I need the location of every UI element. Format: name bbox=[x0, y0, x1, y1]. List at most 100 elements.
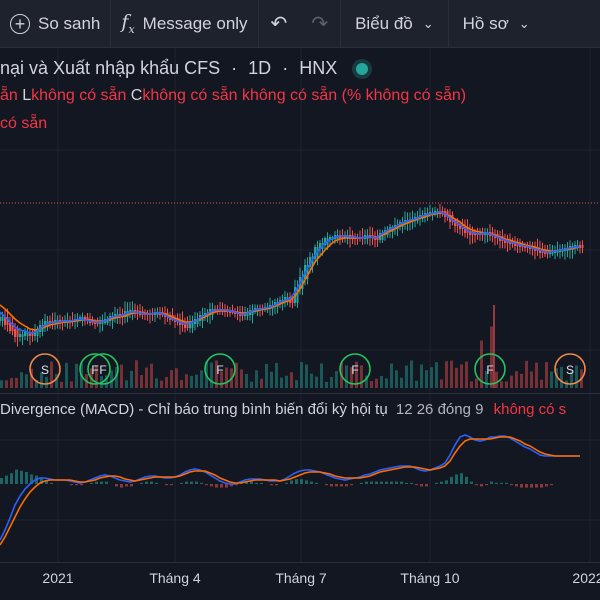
volume-bar bbox=[375, 378, 378, 388]
event-marker-ring bbox=[29, 353, 61, 385]
volume-bar bbox=[490, 326, 493, 388]
candle-body bbox=[49, 321, 51, 323]
candle-body bbox=[19, 334, 21, 337]
candle-body bbox=[556, 250, 559, 253]
volume-bar bbox=[220, 371, 223, 388]
histogram-bar bbox=[495, 482, 498, 484]
histogram-bar bbox=[155, 482, 158, 484]
histogram-bar bbox=[395, 481, 398, 484]
event-marker: F bbox=[79, 353, 111, 385]
candle-body bbox=[211, 309, 214, 315]
event-marker-label: F bbox=[486, 363, 493, 377]
histogram-bar bbox=[20, 470, 23, 484]
volume-bar bbox=[575, 365, 578, 388]
pane-divider[interactable] bbox=[0, 393, 600, 394]
chart-type-menu[interactable]: Biểu đồ ⌄ bbox=[341, 0, 448, 48]
volume-bar bbox=[290, 372, 293, 388]
histogram-bar bbox=[535, 484, 538, 488]
volume-bar bbox=[70, 381, 73, 388]
redo-icon: ↷ bbox=[311, 13, 329, 35]
volume-bar bbox=[5, 380, 8, 388]
volume-bar bbox=[385, 378, 388, 388]
candle-body bbox=[6, 317, 9, 325]
event-marker-ring bbox=[339, 353, 371, 385]
histogram-bar bbox=[205, 484, 208, 486]
volume-bar bbox=[475, 378, 478, 388]
histogram-bar bbox=[260, 482, 263, 484]
histogram-bar bbox=[365, 481, 368, 484]
volume-bar bbox=[115, 367, 118, 388]
volume-bar bbox=[365, 375, 368, 388]
indicators-button[interactable]: fx Message only bbox=[111, 0, 257, 48]
profile-menu[interactable]: Hồ sơ ⌄ bbox=[449, 0, 544, 48]
histogram-bar bbox=[420, 484, 423, 487]
histogram-bar bbox=[490, 481, 493, 484]
histogram-bar bbox=[220, 484, 223, 488]
signal-line bbox=[0, 436, 580, 546]
candle-body bbox=[9, 323, 11, 331]
histogram-bar bbox=[410, 482, 413, 484]
symbol-title: nại và Xuất nhập khẩu CFS bbox=[0, 58, 221, 78]
volume-bar bbox=[155, 378, 158, 388]
candle-body bbox=[329, 237, 331, 240]
event-marker-ring bbox=[554, 353, 586, 385]
volume-bar bbox=[405, 365, 408, 388]
volume-bar bbox=[465, 361, 468, 388]
ma-fast-line bbox=[0, 211, 580, 334]
profile-label: Hồ sơ bbox=[462, 13, 509, 33]
volume-bar bbox=[240, 369, 243, 388]
volume-bar bbox=[450, 360, 453, 388]
volume-bar bbox=[65, 362, 68, 388]
volume-bar bbox=[25, 374, 28, 388]
histogram-bar bbox=[425, 484, 428, 487]
histogram-bar bbox=[440, 481, 443, 484]
histogram-bar bbox=[100, 481, 103, 484]
candle-body bbox=[191, 322, 194, 328]
histogram-bar bbox=[15, 469, 18, 484]
histogram-bar bbox=[130, 484, 133, 487]
compare-button[interactable]: + So sanh bbox=[0, 0, 110, 48]
histogram-bar bbox=[5, 475, 8, 484]
volume-bar bbox=[270, 371, 273, 388]
volume-bar bbox=[20, 372, 23, 388]
histogram-bar bbox=[295, 479, 298, 484]
volume-bar bbox=[190, 375, 193, 388]
histogram-bar bbox=[540, 484, 543, 488]
histogram-bar bbox=[275, 484, 278, 486]
candle-body bbox=[34, 330, 36, 336]
histogram-bar bbox=[505, 482, 508, 484]
volume-bar bbox=[285, 375, 288, 388]
event-marker: F bbox=[339, 353, 371, 385]
volume-bar bbox=[545, 362, 548, 388]
change-value: không có sẵn (% không có sẵn) bbox=[242, 87, 467, 104]
histogram-bar bbox=[345, 484, 348, 487]
event-marker-label: F bbox=[99, 363, 106, 377]
volume-bar bbox=[105, 375, 108, 388]
volume-bar bbox=[350, 367, 353, 388]
volume-bar bbox=[250, 381, 253, 388]
histogram-bar bbox=[455, 474, 458, 484]
volume-bar bbox=[295, 380, 298, 388]
candle-body bbox=[306, 265, 309, 279]
candle-body bbox=[196, 319, 199, 324]
time-axis-tick: 2021 bbox=[42, 570, 74, 586]
volume-bar bbox=[380, 375, 383, 388]
chevron-down-icon: ⌄ bbox=[422, 15, 434, 31]
event-marker: F bbox=[474, 353, 506, 385]
event-marker-label: S bbox=[41, 363, 49, 377]
volume-bar bbox=[235, 362, 238, 388]
candle-body bbox=[309, 257, 311, 267]
histogram-bar bbox=[530, 484, 533, 488]
time-axis-tick: Tháng 4 bbox=[149, 570, 201, 586]
volume-bar bbox=[335, 371, 338, 388]
undo-button[interactable]: ↶ bbox=[259, 0, 300, 48]
candle-body bbox=[281, 300, 284, 304]
histogram-bar bbox=[200, 482, 203, 484]
volume-bar bbox=[440, 379, 443, 388]
fx-icon: fx bbox=[121, 11, 135, 36]
candle-body bbox=[36, 330, 39, 336]
redo-button[interactable]: ↷ bbox=[299, 0, 340, 48]
volume-bar bbox=[445, 361, 448, 388]
candle-body bbox=[101, 321, 104, 324]
